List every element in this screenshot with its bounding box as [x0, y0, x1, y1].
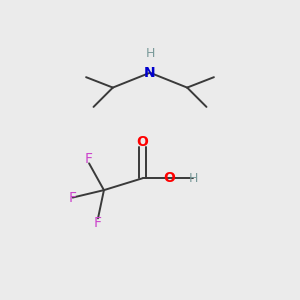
Text: H: H: [188, 172, 198, 185]
Text: F: F: [85, 152, 93, 166]
Text: F: F: [69, 190, 77, 205]
Text: H: H: [145, 47, 155, 60]
Text: O: O: [136, 135, 148, 149]
Text: F: F: [94, 216, 102, 230]
Text: O: O: [164, 171, 175, 185]
Text: N: N: [144, 66, 156, 80]
